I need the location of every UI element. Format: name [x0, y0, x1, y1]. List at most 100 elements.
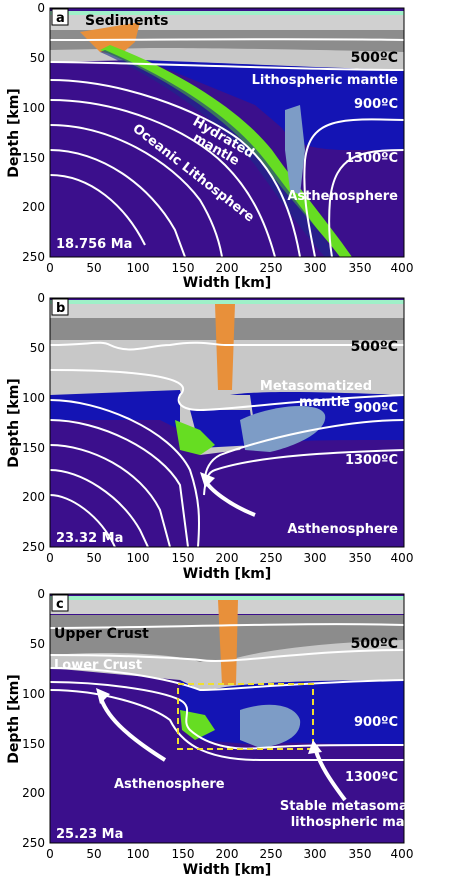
- panel-c-xtick-350: 350: [349, 847, 372, 861]
- panel-c-ylabel: Depth [km]: [6, 674, 22, 763]
- panel-b-xtick-50: 50: [86, 551, 101, 565]
- panel-b-xtick-200: 200: [216, 551, 239, 565]
- panel-a-x-ticks: 0 50 100 150 200 250 300 350 400: [46, 261, 413, 275]
- panel-c-ytick-150: 150: [22, 737, 45, 751]
- panel-c-letter-box: [51, 594, 69, 612]
- panel-a-model: [50, 8, 404, 257]
- panel-b-ylabel: Depth [km]: [6, 378, 22, 467]
- panel-a-ytick-250: 250: [22, 250, 45, 264]
- panel-a-xtick-400: 400: [391, 261, 414, 275]
- panel-c-model: [50, 594, 404, 843]
- panel-a-letter: a: [56, 11, 65, 26]
- panel-b-xtick-0: 0: [46, 551, 54, 565]
- panel-c-xtick-400: 400: [391, 847, 414, 861]
- panel-a-letter-box: [51, 8, 69, 26]
- panel-c-xlabel: Width [km]: [183, 862, 272, 878]
- panel-c-slab-green: [180, 710, 215, 740]
- panel-c-metasomatized-mantle: [240, 704, 301, 748]
- panel-b-label-asthenosphere: Asthenosphere: [287, 522, 398, 537]
- panel-c-letter: c: [56, 597, 64, 612]
- panel-b-xtick-350: 350: [349, 551, 372, 565]
- panel-b-model: [50, 298, 404, 547]
- panel-c-xtick-250: 250: [260, 847, 283, 861]
- panel-a-ytick-50: 50: [30, 51, 45, 65]
- panel-c-ytick-200: 200: [22, 786, 45, 800]
- panel-a-xtick-50: 50: [86, 261, 101, 275]
- panel-b-xtick-100: 100: [127, 551, 150, 565]
- panel-b-label-metaso-2: mantle: [299, 395, 350, 410]
- panel-c-arrow-left-head: [96, 688, 110, 704]
- panel-c-label-900: 900ºC: [354, 715, 398, 730]
- panel-c-xtick-150: 150: [172, 847, 195, 861]
- panel-b-isotherms: [50, 341, 404, 547]
- panel-a-ylabel: Depth [km]: [6, 88, 22, 177]
- panel-a-xtick-200: 200: [216, 261, 239, 275]
- panel-a-xtick-150: 150: [172, 261, 195, 275]
- panel-c-xtick-50: 50: [86, 847, 101, 861]
- panel-a-xtick-350: 350: [349, 261, 372, 275]
- panel-b-arrow-head: [200, 472, 215, 488]
- panel-c-surface: [50, 596, 404, 600]
- panel-c-label-500: 500ºC: [351, 636, 398, 652]
- panel-b-xlabel: Width [km]: [183, 566, 272, 582]
- panel-c-label-1300: 1300ºC: [345, 770, 398, 785]
- panel-a-xlabel: Width [km]: [183, 275, 272, 291]
- panel-a-ytick-100: 100: [22, 101, 45, 115]
- panel-b-ytick-0: 0: [37, 291, 45, 305]
- panel-c-isotherms: [50, 623, 404, 762]
- panel-a-slab-green: [100, 45, 352, 257]
- panel-c-label-lower-crust: Lower Crust: [54, 658, 142, 673]
- panel-a-label-sediments: Sediments: [85, 13, 168, 29]
- panel-c-xtick-200: 200: [216, 847, 239, 861]
- panel-b-label-metaso-1: Metasomatized: [260, 379, 372, 394]
- panel-b-slab-green: [175, 420, 215, 455]
- panel-a-crust-dark: [50, 30, 404, 52]
- panel-b-x-ticks: 0 50 100 150 200 250 300 350 400: [46, 551, 413, 565]
- panel-b-metasomatized-mantle: [240, 405, 326, 452]
- panel-c-ytick-0: 0: [37, 587, 45, 601]
- panel-b-xtick-150: 150: [172, 551, 195, 565]
- panel-c-lithospheric-mantle: [180, 675, 404, 745]
- panel-a-xtick-250: 250: [260, 261, 283, 275]
- panel-a-ytick-150: 150: [22, 151, 45, 165]
- panel-c-xtick-0: 0: [46, 847, 54, 861]
- panel-c-label-upper-crust: Upper Crust: [54, 626, 149, 642]
- panel-c-arrow-right-head: [308, 740, 322, 754]
- panel-b-label-900: 900ºC: [354, 401, 398, 416]
- panel-a-lithospheric-mantle: [140, 58, 404, 150]
- panel-c-y-ticks: 0 50 100 150 200 250: [22, 587, 45, 850]
- panel-a-xtick-0: 0: [46, 261, 54, 275]
- panel-c-ytick-100: 100: [22, 687, 45, 701]
- panel-b-time: 23.32 Ma: [56, 531, 123, 546]
- panel-a-time: 18.756 Ma: [56, 237, 132, 252]
- panel-c-xtick-100: 100: [127, 847, 150, 861]
- panel-c-frame: [49, 593, 405, 844]
- panel-c-ytick-250: 250: [22, 836, 45, 850]
- panel-a-label-900: 900ºC: [354, 97, 398, 112]
- panel-b-letter-box: [51, 298, 69, 316]
- panel-b-xtick-300: 300: [304, 551, 327, 565]
- panel-c-xtick-300: 300: [304, 847, 327, 861]
- panel-a-xtick-300: 300: [304, 261, 327, 275]
- panel-b-sediment-column: [215, 304, 235, 390]
- panel-b-ytick-100: 100: [22, 391, 45, 405]
- panel-c-label-asthenosphere: Asthenosphere: [114, 777, 225, 792]
- panel-b: b 500ºC Metasomatized mantle 900ºC 1300º…: [6, 291, 413, 582]
- panel-c: c Upper Crust 500ºC Lower Crust 900ºC As…: [6, 587, 444, 878]
- panel-a-label-500: 500ºC: [351, 50, 398, 66]
- panel-b-ytick-250: 250: [22, 540, 45, 554]
- panel-b-xtick-250: 250: [260, 551, 283, 565]
- panel-c-sediment-column: [218, 600, 238, 685]
- panel-b-y-ticks: 0 50 100 150 200 250: [22, 291, 45, 554]
- panel-a-slab-core: [100, 50, 338, 257]
- panel-c-ytick-50: 50: [30, 637, 45, 651]
- panel-b-ytick-200: 200: [22, 490, 45, 504]
- panel-b-label-500: 500ºC: [351, 339, 398, 355]
- panel-a-xtick-100: 100: [127, 261, 150, 275]
- panel-c-label-stable-2: lithospheric mantle: [291, 815, 434, 830]
- panel-c-x-ticks: 0 50 100 150 200 250 300 350 400: [46, 847, 413, 861]
- panel-a-label-litho-mantle: Lithospheric mantle: [252, 73, 399, 88]
- panel-c-time: 25.23 Ma: [56, 827, 123, 842]
- panel-a: a Sediments 500ºC Lithospheric mantle 90…: [6, 1, 413, 291]
